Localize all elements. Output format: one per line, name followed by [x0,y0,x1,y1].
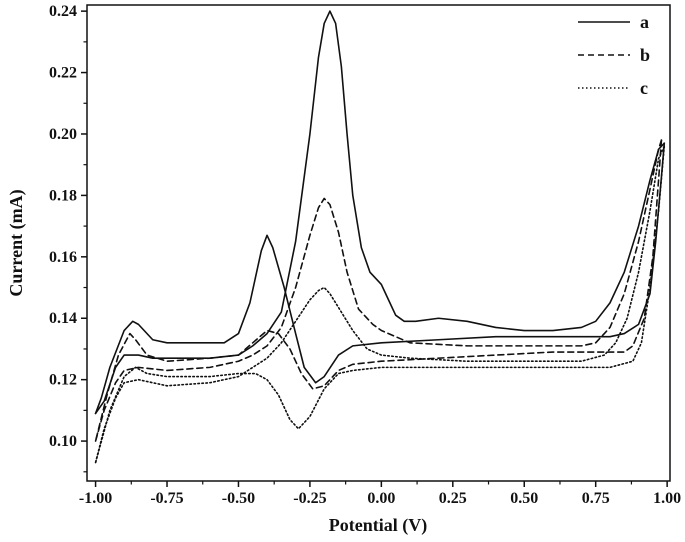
legend-label-a: a [640,12,649,32]
series-c-forward-scan [94,145,666,464]
y-axis-title: Current (mA) [6,189,27,296]
series-b-forward-scan [94,139,663,442]
plot-area-frame [86,4,671,482]
y-tick-label: 0.20 [49,126,77,143]
series-c-reverse-scan [94,145,666,464]
x-axis: -1.00 -0.75 -0.50 -0.25 0.00 0.25 0.50 0.75 1.00 [79,481,681,507]
x-tick-label: 1.00 [653,490,681,507]
y-axis: 0.10 0.12 0.14 0.16 0.18 0.20 0.22 0.24 [49,3,87,473]
x-tick-label: 0.25 [439,490,467,507]
x-tick-label: -0.50 [222,490,255,507]
legend: abc [578,12,650,98]
x-tick-label: -0.75 [150,490,183,507]
series-layer [94,10,666,464]
y-tick-label: 0.22 [49,65,77,82]
series-a-forward-scan [94,10,666,415]
series-a-reverse-scan [94,142,666,415]
x-tick-label: 0.00 [367,490,395,507]
y-tick-label: 0.16 [49,249,77,266]
x-tick-label: 0.75 [582,490,610,507]
y-tick-label: 0.12 [49,372,77,389]
x-axis-title: Potential (V) [329,515,427,536]
y-tick-label: 0.10 [49,433,77,450]
y-tick-label: 0.24 [49,3,77,20]
y-tick-label: 0.18 [49,187,77,204]
x-tick-label: -1.00 [79,490,112,507]
y-tick-label: 0.14 [49,310,77,327]
x-tick-label: -0.25 [293,490,326,507]
legend-label-b: b [640,45,650,65]
x-tick-label: 0.50 [510,490,538,507]
series-b-reverse-scan [94,139,663,442]
legend-label-c: c [640,78,648,98]
